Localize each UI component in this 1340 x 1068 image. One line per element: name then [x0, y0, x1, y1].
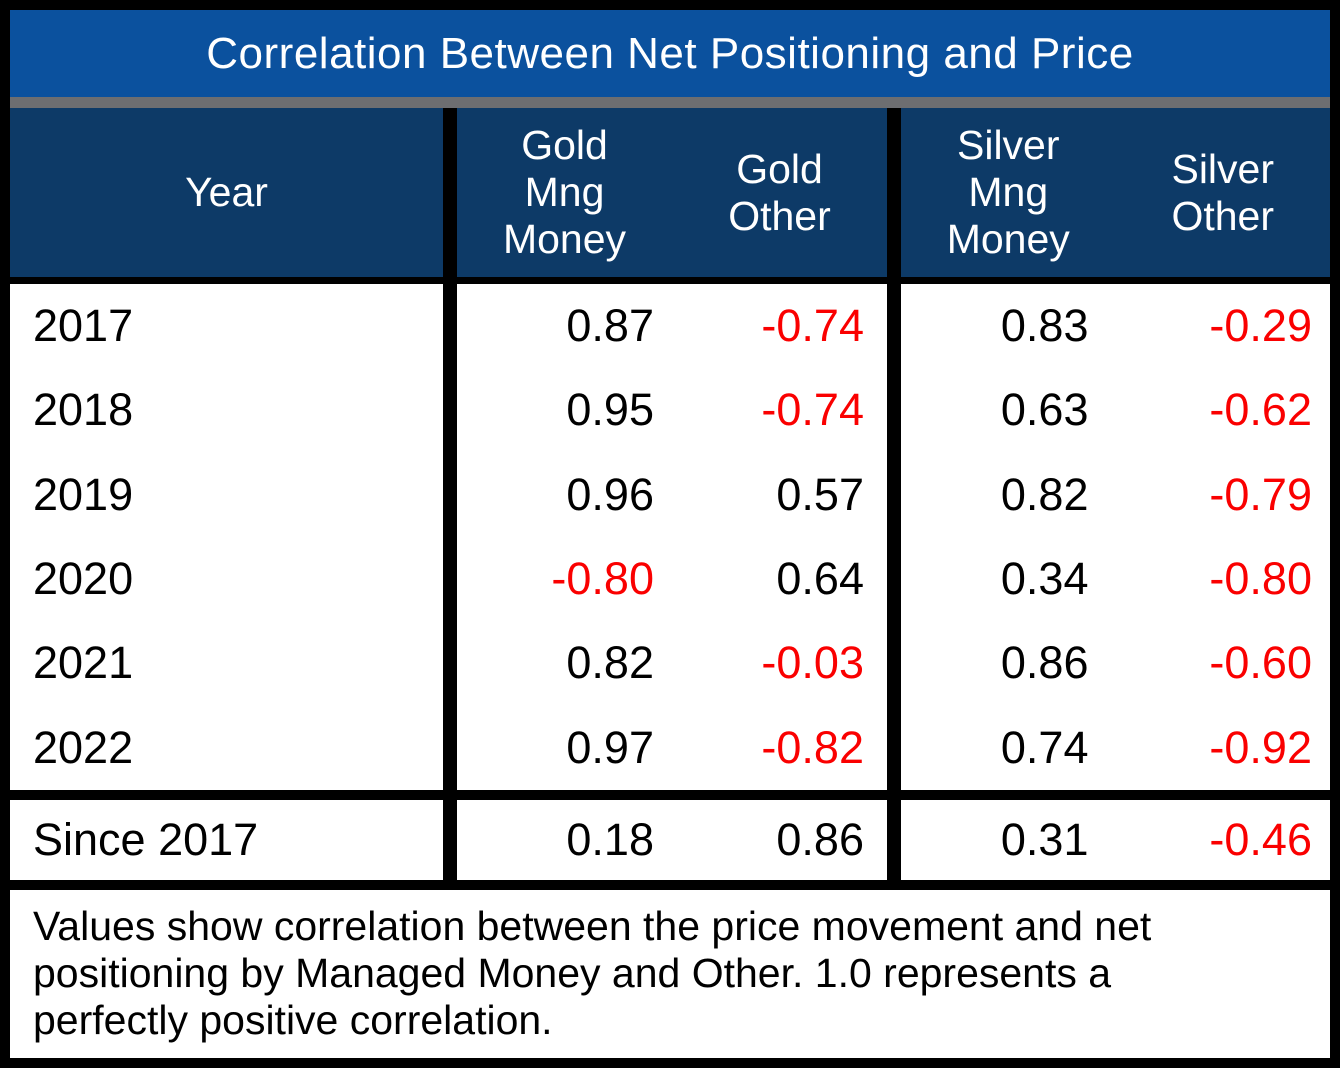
value-cell: -0.74 [761, 300, 864, 352]
summary-row: Since 2017 0.18 0.86 0.31 -0.46 [10, 800, 1330, 880]
gold-column: 0.87 -0.74 0.95 -0.74 0.96 0.57 -0.80 0.… [457, 284, 887, 790]
value-cell: 0.63 [1000, 384, 1089, 436]
table-row: 0.83 -0.29 [901, 284, 1330, 368]
value-cell: 0.95 [566, 384, 654, 436]
table-row: 0.96 0.57 [457, 453, 887, 537]
year-cell: 2017 [33, 300, 134, 352]
footnote-text: Values show correlation between the pric… [33, 903, 1152, 1043]
value-cell: 0.86 [1000, 637, 1089, 689]
table-row: 0.97 -0.82 [457, 706, 887, 790]
year-cell: 2019 [33, 468, 134, 520]
summary-value-cell: 0.18 [566, 814, 654, 865]
header-gold-other: Gold Other [728, 145, 831, 239]
header-silver-other: Silver Other [1171, 145, 1275, 239]
value-cell: -0.80 [1209, 553, 1312, 605]
table-row: 0.87 -0.74 [457, 284, 887, 368]
title-bar: Correlation Between Net Positioning and … [10, 10, 1330, 97]
value-cell: 0.82 [566, 637, 654, 689]
summary-value-cell: 0.31 [1000, 814, 1089, 865]
value-cell: 0.74 [1000, 721, 1089, 773]
footnote-divider [10, 880, 1330, 890]
value-cell: -0.74 [761, 384, 864, 436]
footnote-box: Values show correlation between the pric… [10, 890, 1330, 1058]
header-row: Year Gold Mng Money Gold Other Silver Mn… [10, 108, 1330, 277]
table-row: 0.34 -0.80 [901, 537, 1330, 621]
table-title: Correlation Between Net Positioning and … [206, 28, 1134, 78]
table-row: -0.80 0.64 [457, 537, 887, 621]
table-row: 0.82 -0.03 [457, 621, 887, 705]
table-row: 0.74 -0.92 [901, 706, 1330, 790]
table-row: 0.82 -0.79 [901, 453, 1330, 537]
summary-value-cell: -0.46 [1209, 814, 1312, 865]
value-cell: 0.96 [566, 468, 654, 520]
value-cell: -0.79 [1209, 468, 1312, 520]
table-row: 0.86 -0.60 [901, 621, 1330, 705]
value-cell: -0.80 [551, 553, 654, 605]
header-body-divider [10, 277, 1330, 284]
header-silver-mng-money: Silver Mng Money [946, 122, 1070, 262]
data-rows: 2017 2018 2019 2020 2021 2022 0.87 -0.74… [10, 284, 1330, 790]
year-cell: 2020 [33, 553, 134, 605]
summary-year-cell: Since 2017 [10, 800, 443, 880]
value-cell: 0.83 [1000, 300, 1089, 352]
value-cell: 0.87 [566, 300, 654, 352]
value-cell: 0.34 [1000, 553, 1089, 605]
title-divider-strip [10, 97, 1330, 108]
value-cell: -0.62 [1209, 384, 1312, 436]
table-row: 0.63 -0.62 [901, 368, 1330, 452]
year-cell: 2018 [33, 384, 134, 436]
value-cell: 0.82 [1000, 468, 1089, 520]
header-year: Year [10, 108, 443, 277]
value-cell: -0.60 [1209, 637, 1312, 689]
summary-silver-cell: 0.31 -0.46 [901, 800, 1330, 880]
value-cell: -0.03 [761, 637, 864, 689]
value-cell: -0.82 [761, 721, 864, 773]
value-cell: 0.97 [566, 721, 654, 773]
header-silver-group: Silver Mng Money Silver Other [901, 108, 1330, 277]
year-cell: 2022 [33, 721, 134, 773]
value-cell: 0.64 [776, 553, 864, 605]
summary-value-cell: 0.86 [776, 814, 864, 865]
value-cell: -0.29 [1209, 300, 1312, 352]
year-cell: 2021 [33, 637, 134, 689]
table-row: 0.95 -0.74 [457, 368, 887, 452]
value-cell: 0.57 [776, 468, 864, 520]
summary-gold-cell: 0.18 0.86 [457, 800, 887, 880]
value-cell: -0.92 [1209, 721, 1312, 773]
header-gold-mng-money: Gold Mng Money [502, 122, 627, 262]
year-column: 2017 2018 2019 2020 2021 2022 [10, 284, 443, 790]
header-gold-group: Gold Mng Money Gold Other [457, 108, 887, 277]
silver-column: 0.83 -0.29 0.63 -0.62 0.82 -0.79 0.34 -0… [901, 284, 1330, 790]
summary-divider-top [10, 790, 1330, 800]
